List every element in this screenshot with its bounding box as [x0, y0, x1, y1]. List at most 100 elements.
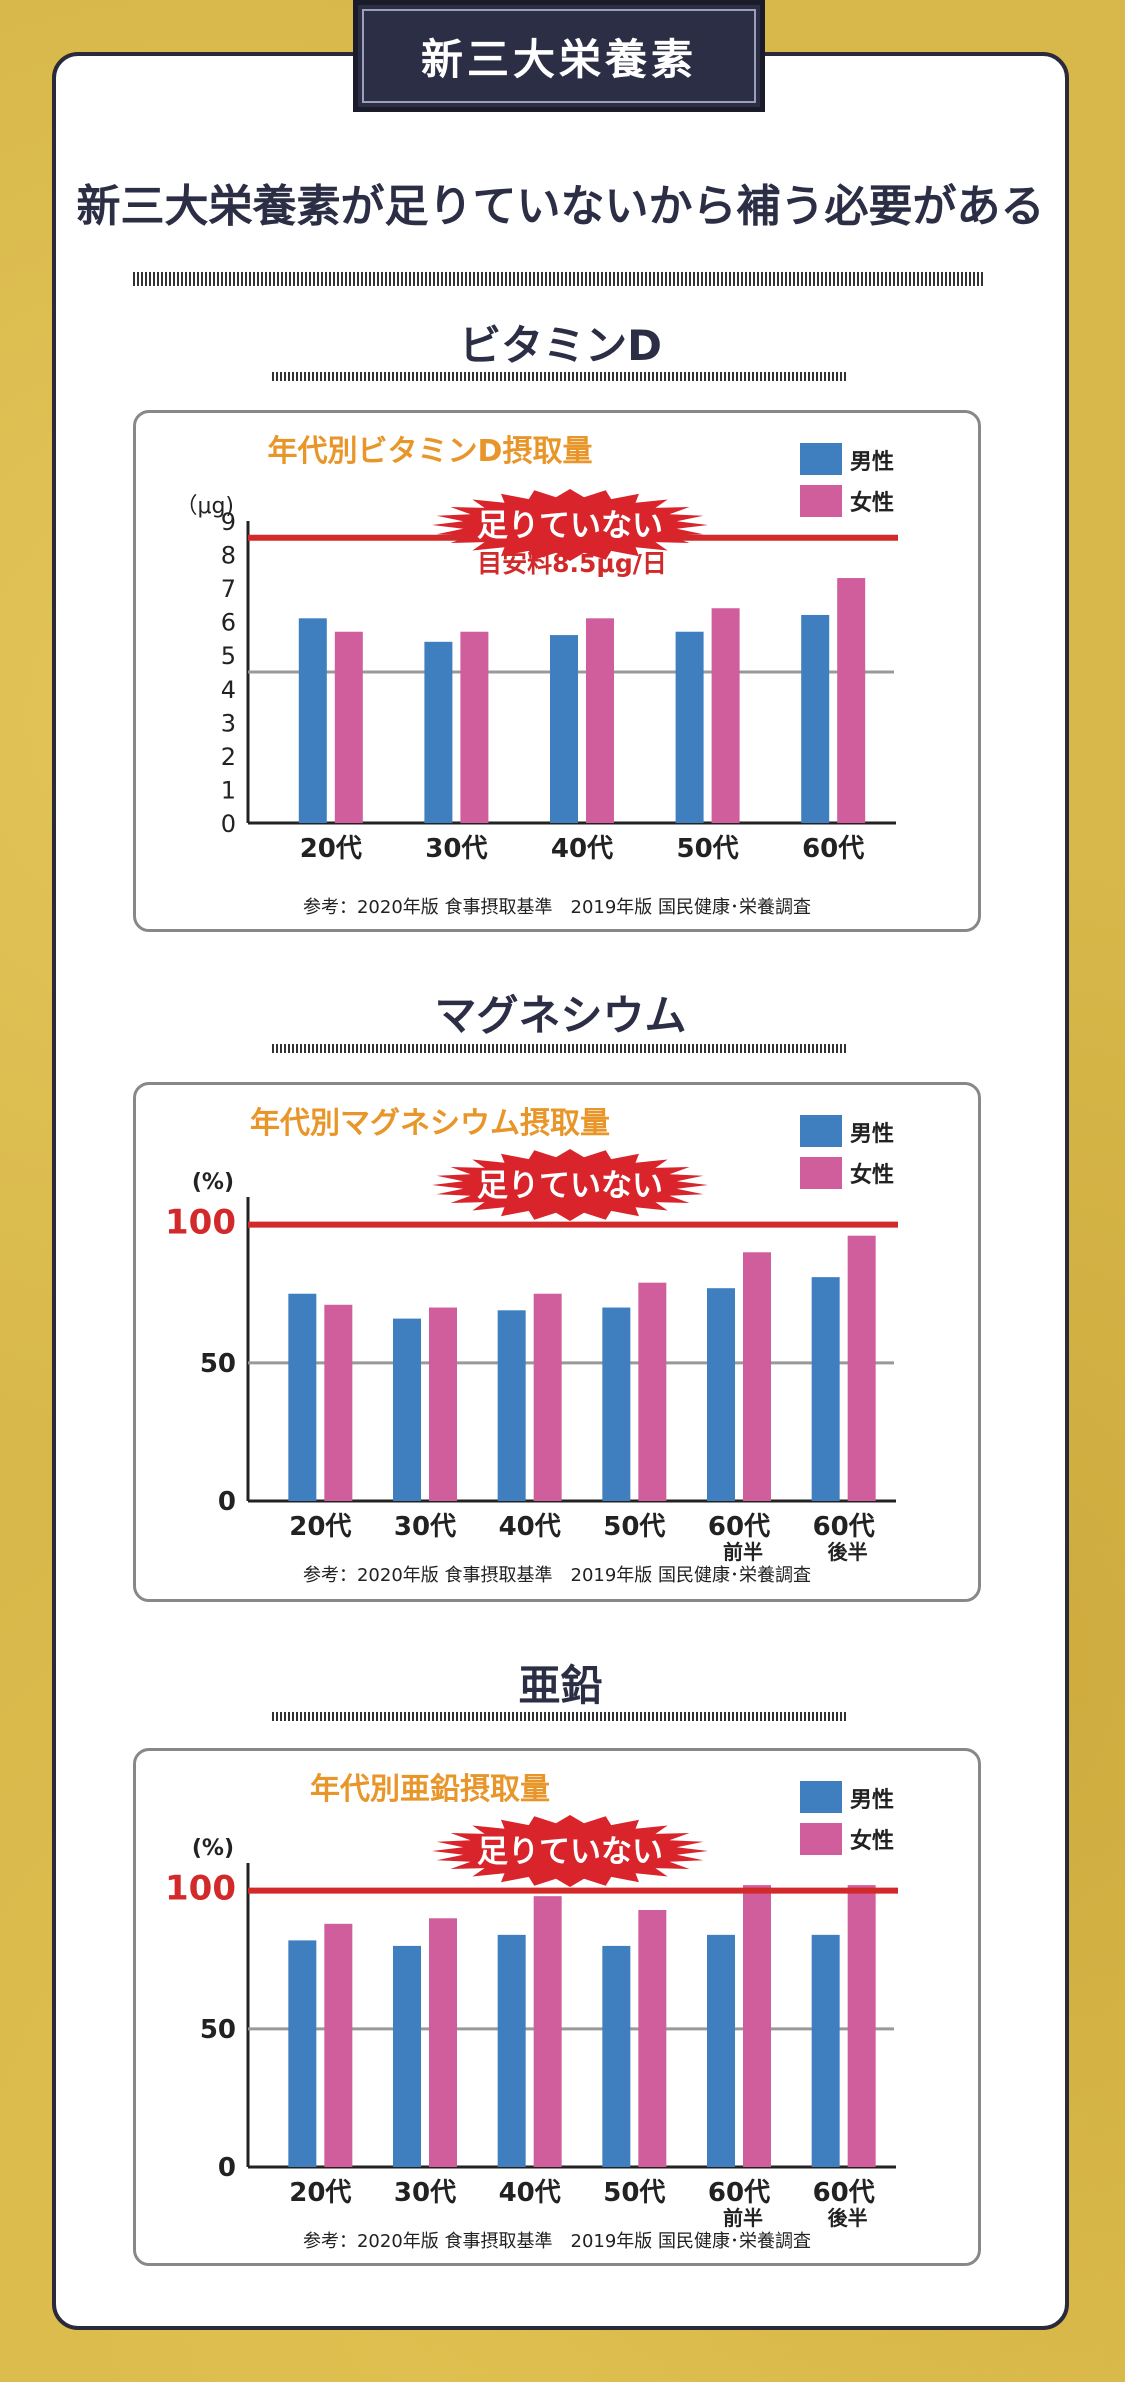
x-tick-label: 30代	[425, 834, 487, 864]
section-divider	[272, 1044, 847, 1053]
bar-female	[533, 1896, 562, 2167]
badge-text: 足りていない	[477, 1834, 663, 1870]
bar-female	[638, 1282, 667, 1501]
y-tick-label: 1	[221, 776, 236, 804]
source-note: 参考：2020年版 食事摂取基準 2019年版 国民健康･栄養調査	[303, 897, 811, 918]
bar-female	[533, 1293, 562, 1501]
y-tick-label: 9	[221, 508, 236, 536]
bar-male	[424, 641, 453, 823]
bar-female	[847, 1885, 876, 2167]
x-tick-label: 20代	[289, 1512, 351, 1542]
y-tick-label: 50	[200, 1349, 236, 1379]
header-banner: 新三大栄養素	[353, 0, 765, 112]
y-tick-label: 100	[165, 1869, 236, 1909]
bar-male	[801, 614, 830, 823]
section-title-magnesium: マグネシウム	[434, 991, 687, 1040]
x-tick-label: 30代	[394, 2178, 456, 2208]
bar-male	[393, 1318, 421, 1501]
legend-male-label: 男性	[850, 450, 894, 475]
bar-female	[847, 1235, 876, 1501]
chart-title: 年代別亜鉛摂取量	[310, 1772, 550, 1807]
x-tick-label: 50代	[603, 1512, 665, 1542]
y-unit-label: (%)	[192, 1836, 234, 1861]
legend-female-label: 女性	[850, 490, 894, 516]
headline: 新三大栄養素が足りていないから補う必要がある	[76, 181, 1045, 232]
bar-female	[429, 1918, 457, 2167]
chart-panel-vitamin-d: 年代別ビタミンD摂取量 男性 女性 （μg) 0 1 2 3 4 5 6 7 8 9 20代 30代 40代 50…	[133, 410, 981, 932]
bar-male	[393, 1945, 421, 2167]
x-tick-label: 60代	[802, 834, 864, 864]
chart-panel-zinc: 年代別亜鉛摂取量 男性 女性 (%) 0 50 100 20代 30代 40代 50代 60代 前半 60…	[133, 1748, 981, 2266]
badge-burst	[432, 1815, 708, 1887]
y-unit-label: (%)	[192, 1170, 234, 1195]
x-tick-label: 60代	[813, 2178, 875, 2208]
y-tick-label: 100	[165, 1203, 236, 1243]
y-tick-label: 5	[221, 642, 236, 670]
source-note: 参考：2020年版 食事摂取基準 2019年版 国民健康･栄養調査	[303, 1565, 811, 1586]
bar-male	[675, 631, 704, 823]
bar-female	[334, 631, 363, 823]
y-tick-label: 0	[218, 1487, 236, 1517]
legend-female-swatch	[800, 1157, 842, 1189]
bar-male	[497, 1934, 526, 2167]
bar-male	[811, 1934, 840, 2167]
x-tick-sublabel: 前半	[723, 2206, 763, 2230]
y-tick-label: 8	[221, 542, 236, 570]
x-tick-label: 60代	[813, 1512, 875, 1542]
section-divider	[272, 1712, 847, 1721]
x-tick-label: 40代	[499, 1512, 561, 1542]
legend-male-label: 男性	[850, 1122, 894, 1147]
chart-title: 年代別マグネシウム摂取量	[250, 1106, 610, 1141]
section-title-zinc: 亜鉛	[518, 1661, 603, 1710]
bar-male	[707, 1934, 735, 2167]
bar-male	[298, 618, 327, 823]
badge-text: 足りていない	[477, 1168, 663, 1204]
bar-female	[638, 1909, 667, 2167]
bar-male	[497, 1310, 526, 1501]
x-tick-label: 40代	[551, 834, 613, 864]
badge-text: 足りていない	[477, 508, 663, 544]
bar-male	[602, 1307, 631, 1501]
legend-female-label: 女性	[850, 1162, 894, 1188]
x-tick-label: 30代	[394, 1512, 456, 1542]
x-tick-sublabel: 後半	[828, 1540, 868, 1564]
x-tick-label: 20代	[300, 834, 362, 864]
x-tick-label: 50代	[603, 2178, 665, 2208]
bar-female	[837, 578, 866, 823]
bar-female	[324, 1923, 353, 2167]
chart-panel-magnesium: 年代別マグネシウム摂取量 男性女性 (%) 0 50 100 20代 30代 40代 50代 60代…	[133, 1082, 981, 1602]
x-tick-sublabel: 前半	[723, 1540, 763, 1564]
bar-female	[711, 608, 740, 823]
y-tick-label: 50	[200, 2015, 236, 2045]
legend-female-swatch	[800, 1823, 842, 1855]
y-tick-label: 0	[218, 2153, 236, 2183]
bar-female	[460, 631, 489, 823]
bar-male	[288, 1940, 317, 2167]
legend-male-swatch	[800, 443, 842, 475]
x-tick-label: 40代	[499, 2178, 561, 2208]
bar-female	[743, 1885, 771, 2167]
bar-male	[707, 1288, 735, 1501]
legend-male-swatch	[800, 1115, 842, 1147]
bar-male	[602, 1945, 631, 2167]
section-title-vitamin-d: ビタミンD	[459, 321, 662, 370]
y-tick-label: 4	[221, 676, 236, 704]
bar-male	[550, 635, 578, 823]
chart-title: 年代別ビタミンD摂取量	[268, 434, 593, 469]
bar-female	[324, 1304, 353, 1501]
badge-burst	[432, 1149, 708, 1221]
legend-female-swatch	[800, 485, 842, 517]
legend-male-label: 男性	[850, 1788, 894, 1813]
legend-female-label: 女性	[850, 1828, 894, 1854]
y-tick-label: 7	[221, 575, 236, 603]
banner-title: 新三大栄養素	[420, 34, 697, 84]
bar-male	[288, 1293, 317, 1501]
x-tick-label: 60代	[708, 2178, 770, 2208]
bar-female	[743, 1252, 771, 1501]
y-tick-label: 0	[221, 810, 236, 838]
source-note: 参考：2020年版 食事摂取基準 2019年版 国民健康･栄養調査	[303, 2231, 811, 2252]
bar-female	[429, 1307, 457, 1501]
x-tick-label: 20代	[289, 2178, 351, 2208]
